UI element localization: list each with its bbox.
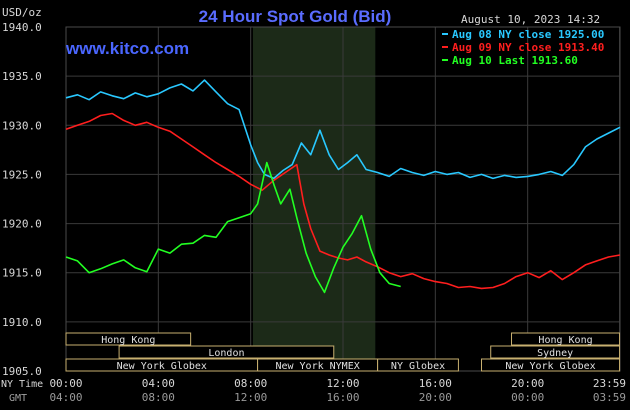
x-tick-label-ny: 04:00 bbox=[142, 377, 175, 390]
legend-item-aug09: Aug 09 NY close 1913.40 bbox=[442, 41, 604, 54]
x-tick-label-ny: 23:59 bbox=[593, 377, 626, 390]
y-tick-label: 1935.0 bbox=[2, 70, 42, 83]
market-session: New York NYMEX bbox=[257, 358, 379, 372]
market-session: New York Globex bbox=[65, 358, 259, 372]
market-session: Hong Kong bbox=[65, 332, 192, 346]
legend: Aug 08 NY close 1925.00 Aug 09 NY close … bbox=[442, 28, 604, 67]
y-tick-label: 1915.0 bbox=[2, 267, 42, 280]
legend-item-aug08: Aug 08 NY close 1925.00 bbox=[442, 28, 604, 41]
series-line-0 bbox=[65, 79, 621, 180]
market-session: Hong Kong bbox=[511, 332, 621, 346]
market-session-label: New York Globex bbox=[117, 361, 207, 372]
series-layer bbox=[65, 79, 621, 294]
x-tick-label-ny: 12:00 bbox=[326, 377, 359, 390]
watermark-link[interactable]: www.kitco.com bbox=[65, 39, 189, 58]
y-tick-label: 1905.0 bbox=[2, 365, 42, 378]
y-tick-label: 1940.0 bbox=[2, 21, 42, 34]
chart-title: 24 Hour Spot Gold (Bid) bbox=[199, 7, 392, 26]
x-tick-label-ny: 16:00 bbox=[419, 377, 452, 390]
market-session: New York Globex bbox=[481, 358, 621, 372]
x-tick-label-ny: 00:00 bbox=[49, 377, 82, 390]
market-session: London bbox=[118, 345, 335, 359]
x-tick-label-gmt: 03:59 bbox=[593, 391, 626, 404]
market-session-label: Hong Kong bbox=[101, 335, 155, 346]
x-tick-label-gmt: 20:00 bbox=[419, 391, 452, 404]
legend-swatch-aug09 bbox=[442, 46, 448, 48]
y-tick-label: 1910.0 bbox=[2, 316, 42, 329]
market-session-label: Sydney bbox=[537, 348, 573, 359]
ny-time-axis-name: NY Time bbox=[1, 379, 43, 390]
y-tick-label: 1930.0 bbox=[2, 119, 42, 132]
market-session-box bbox=[65, 332, 192, 346]
market-session-box bbox=[481, 358, 621, 372]
market-session-box bbox=[511, 332, 621, 346]
market-session-layer: Hong Kong Hong Kong London Sydney New York G… bbox=[65, 332, 621, 372]
legend-item-aug10: Aug 10 Last 1913.60 bbox=[442, 54, 578, 67]
legend-swatch-aug10 bbox=[442, 59, 448, 61]
x-tick-label-ny: 08:00 bbox=[234, 377, 267, 390]
y-tick-label-layer: 1940.0 1935.0 1930.0 1925.0 1920.0 1915.0 1910… bbox=[2, 21, 42, 378]
series-line-2 bbox=[65, 161, 401, 294]
market-session: Sydney bbox=[490, 345, 621, 359]
x-tick-label-layer: 00:0004:0004:0008:0008:0012:0012:0016:00… bbox=[49, 377, 626, 404]
chart-date: August 10, 2023 14:32 bbox=[461, 13, 600, 26]
legend-label-aug08: Aug 08 NY close 1925.00 bbox=[452, 28, 604, 41]
market-session-label: New York NYMEX bbox=[275, 361, 359, 372]
x-tick-label-gmt: 00:00 bbox=[511, 391, 544, 404]
market-session-box bbox=[118, 345, 335, 359]
legend-label-aug09: Aug 09 NY close 1913.40 bbox=[452, 41, 604, 54]
x-tick-label-gmt: 12:00 bbox=[234, 391, 267, 404]
nymex-session-shade-layer bbox=[252, 27, 376, 371]
x-tick-label-gmt: 16:00 bbox=[326, 391, 359, 404]
legend-label-aug10: Aug 10 Last 1913.60 bbox=[452, 54, 578, 67]
legend-swatch-aug08 bbox=[442, 33, 448, 35]
market-session-box bbox=[490, 345, 621, 359]
unit-label: USD/oz bbox=[2, 6, 42, 19]
market-session: NY Globex bbox=[377, 358, 459, 372]
market-session-label: New York Globex bbox=[505, 361, 595, 372]
y-tick-label: 1925.0 bbox=[2, 168, 42, 181]
x-tick-label-ny: 20:00 bbox=[511, 377, 544, 390]
x-tick-label-gmt: 08:00 bbox=[142, 391, 175, 404]
x-tick-label-gmt: 04:00 bbox=[49, 391, 82, 404]
market-session-box bbox=[377, 358, 459, 372]
market-session-label: NY Globex bbox=[391, 361, 445, 372]
y-tick-label: 1920.0 bbox=[2, 218, 42, 231]
market-session-label: London bbox=[208, 348, 244, 359]
market-session-label: Hong Kong bbox=[538, 335, 592, 346]
gmt-axis-name: GMT bbox=[9, 393, 27, 404]
nymex-highlight-band bbox=[252, 27, 376, 371]
